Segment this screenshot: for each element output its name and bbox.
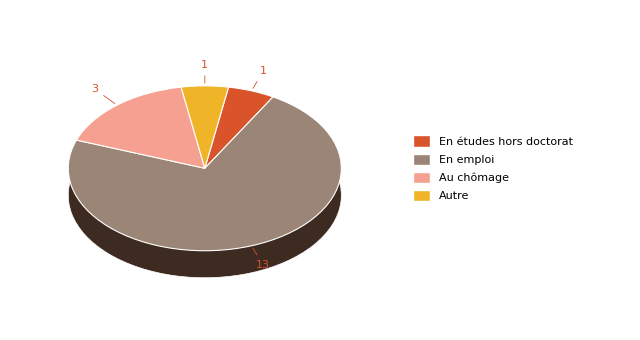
Text: 13: 13 xyxy=(253,248,270,270)
Text: 1: 1 xyxy=(253,66,267,88)
Wedge shape xyxy=(181,86,228,168)
Wedge shape xyxy=(68,97,341,251)
Wedge shape xyxy=(205,114,273,195)
Wedge shape xyxy=(205,87,273,168)
Wedge shape xyxy=(77,87,205,168)
Text: 1: 1 xyxy=(202,60,208,83)
Wedge shape xyxy=(181,113,228,195)
Legend: En études hors doctorat, En emploi, Au chômage, Autre: En études hors doctorat, En emploi, Au c… xyxy=(409,131,577,206)
Wedge shape xyxy=(77,114,205,195)
Text: 3: 3 xyxy=(92,84,115,103)
Wedge shape xyxy=(68,124,341,278)
